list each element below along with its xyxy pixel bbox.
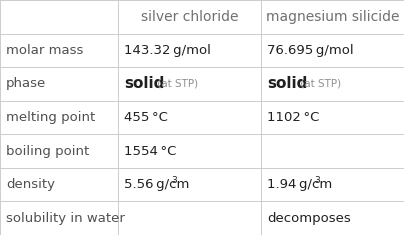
Text: density: density (6, 178, 55, 191)
Text: 76.695 g/mol: 76.695 g/mol (267, 44, 354, 57)
Text: 143.32 g/mol: 143.32 g/mol (124, 44, 211, 57)
Text: solid: solid (124, 76, 164, 91)
Text: (at STP): (at STP) (297, 79, 341, 89)
Text: (at STP): (at STP) (154, 79, 198, 89)
Text: silver chloride: silver chloride (141, 10, 238, 24)
Text: 455 °C: 455 °C (124, 111, 168, 124)
Text: molar mass: molar mass (6, 44, 83, 57)
Text: 1.94 g/cm: 1.94 g/cm (267, 178, 332, 191)
Text: solubility in water: solubility in water (6, 212, 125, 225)
Text: phase: phase (6, 77, 46, 90)
Text: 1554 °C: 1554 °C (124, 145, 177, 158)
Text: 3: 3 (172, 176, 177, 185)
Text: boiling point: boiling point (6, 145, 89, 158)
Text: solid: solid (267, 76, 307, 91)
Text: 5.56 g/cm: 5.56 g/cm (124, 178, 189, 191)
Text: magnesium silicide: magnesium silicide (266, 10, 399, 24)
Text: melting point: melting point (6, 111, 95, 124)
Text: 3: 3 (315, 176, 320, 185)
Text: 1102 °C: 1102 °C (267, 111, 320, 124)
Text: decomposes: decomposes (267, 212, 351, 225)
